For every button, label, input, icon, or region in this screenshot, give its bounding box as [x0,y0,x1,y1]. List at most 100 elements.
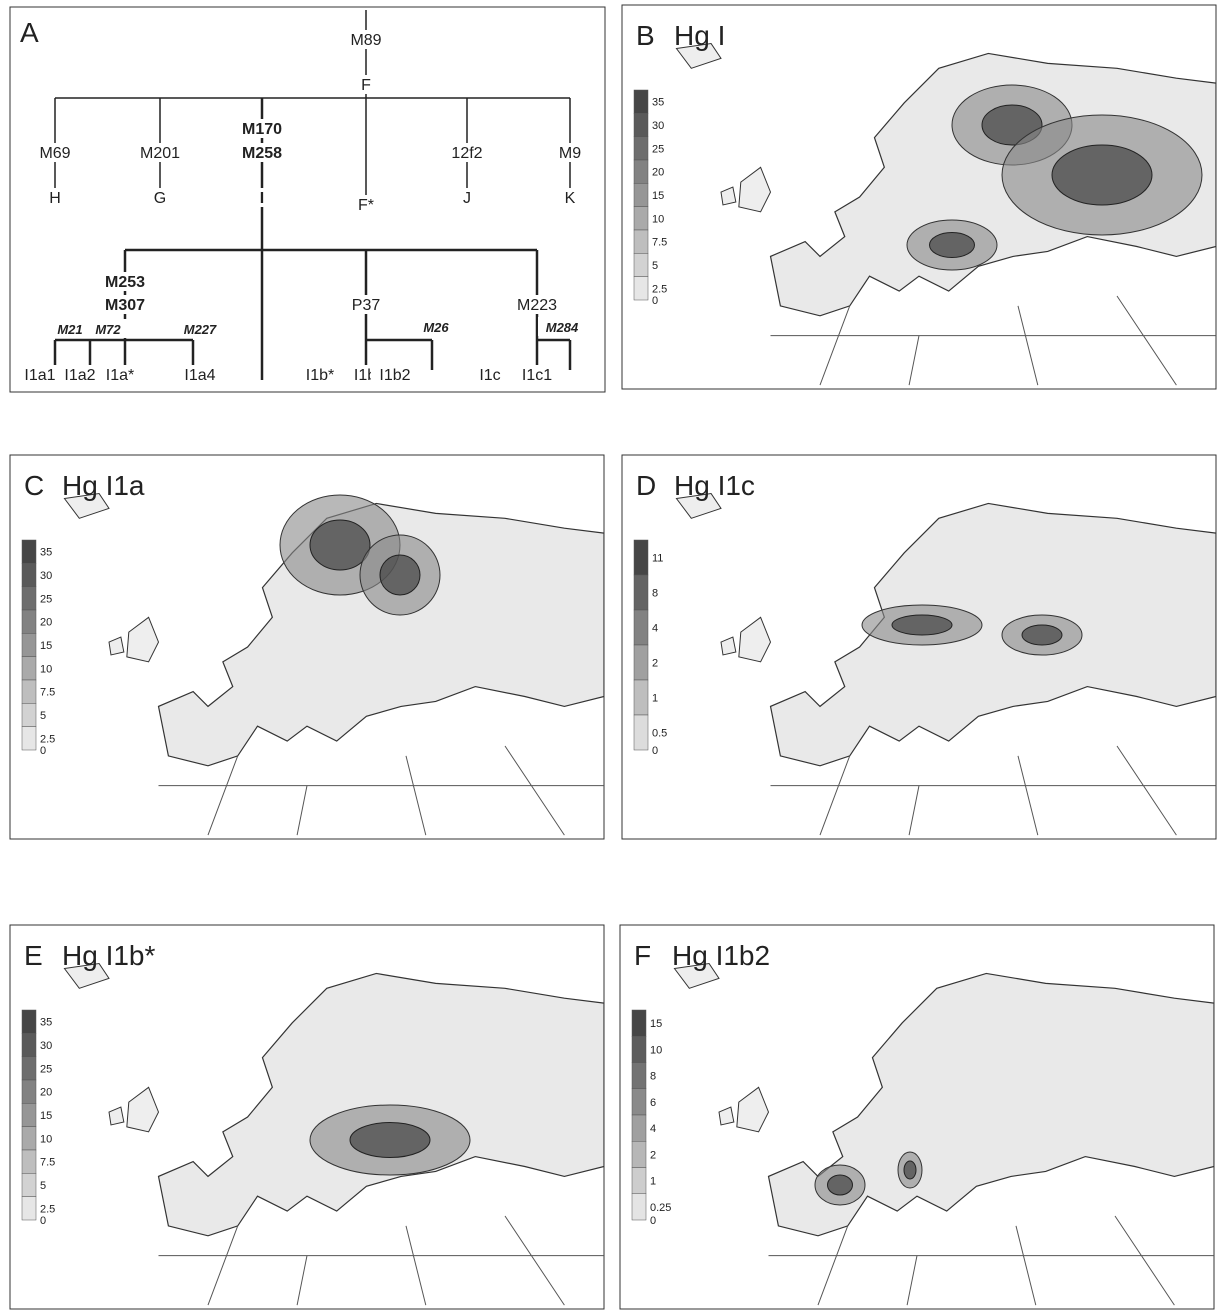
tree-node-label: 12f2 [451,145,482,162]
legend-label: 0.5 [652,728,667,740]
tree-node-label: I1b2 [379,367,410,384]
panel-label: D [636,470,656,501]
legend-swatch [634,540,648,575]
legend-label: 2.5 [40,733,55,745]
tree-node-label: J [463,190,471,207]
legend-swatch [634,253,648,276]
legend-swatch [634,610,648,645]
map-title: Hg I1c [674,470,755,501]
legend-swatch [22,540,36,563]
tree-node-label: I1c1 [522,367,552,384]
tree-node-label: M9 [559,145,581,162]
legend-label: 5 [40,1180,46,1192]
legend-label: 2 [652,658,658,670]
legend-swatch [632,1194,646,1220]
frequency-contour [904,1161,916,1179]
legend-label: 0 [652,295,658,307]
legend-swatch [22,703,36,726]
legend-label: 11 [652,553,663,565]
legend-swatch [22,1127,36,1150]
legend-label: 30 [40,570,52,582]
tree-node-label: I1a* [106,367,134,384]
legend-label: 8 [652,588,658,600]
legend-label: 1 [652,693,658,705]
legend-label: 2.5 [652,283,667,295]
legend-swatch [22,610,36,633]
map-title: Hg I1b* [62,940,155,971]
legend-swatch [634,715,648,750]
legend-swatch [634,160,648,183]
legend-label: 1 [650,1176,656,1188]
legend-swatch [634,645,648,680]
tree-node-label: F [361,77,371,94]
legend-swatch [22,1173,36,1196]
tree-node-label: I1a1 [24,367,55,384]
legend-swatch [634,113,648,136]
legend-label: 8 [650,1071,656,1083]
legend-label: 35 [40,1017,52,1029]
legend-label: 35 [652,97,664,109]
legend-swatch [634,207,648,230]
legend-swatch [632,1063,646,1089]
map-panel: BHg I3530252015107.552.50 [622,5,1216,389]
tree-node-label: M170 [242,121,282,138]
legend-swatch [632,1168,646,1194]
legend-swatch [22,1103,36,1126]
tree-node-label: P37 [352,297,381,314]
legend-label: 5 [652,260,658,272]
legend-swatch [22,563,36,586]
frequency-contour [1022,625,1062,645]
panel-label: B [636,20,655,51]
panel-label: F [634,940,651,971]
legend-label: 10 [40,663,52,675]
frequency-contour [828,1175,853,1195]
legend-swatch [634,680,648,715]
tree-node-label: I1a2 [64,367,95,384]
legend-swatch [632,1141,646,1167]
legend-label: 30 [40,1040,52,1052]
tree-node-label: K [565,190,576,207]
legend-label: 0 [40,745,46,757]
legend-swatch [632,1036,646,1062]
legend-swatch [22,633,36,656]
tree-node-label: I1a4 [184,367,215,384]
legend-label: 6 [650,1097,656,1109]
tree-node-label: G [154,190,166,207]
legend-swatch [634,277,648,300]
legend-swatch [22,680,36,703]
legend-label: 10 [650,1044,662,1056]
legend-label: 15 [40,1110,52,1122]
legend-swatch [22,1197,36,1220]
legend-label: 10 [652,213,664,225]
frequency-contour [350,1123,430,1158]
map-title: Hg I1b2 [672,940,770,971]
panel-label: C [24,470,44,501]
legend-label: 7.5 [652,237,667,249]
figure: A M89FM69HM201GM170M258IF*12f2JM9KM253M3… [0,0,1222,1310]
tree-node-label: M26 [423,320,449,335]
legend-label: 25 [652,143,664,155]
tree-node-label: M72 [95,322,121,337]
legend-swatch [22,1080,36,1103]
legend-label: 15 [40,640,52,652]
legend-label: 15 [650,1018,662,1030]
legend-label: 0 [40,1215,46,1227]
legend-label: 25 [40,593,52,605]
tree-node-label: I1b* [306,367,334,384]
legend-label: 15 [652,190,664,202]
legend-label: 10 [40,1133,52,1145]
frequency-contour [380,555,420,595]
legend-swatch [634,575,648,610]
legend-swatch [22,657,36,680]
frequency-contour [930,233,975,258]
legend-label: 2 [650,1149,656,1161]
legend-label: 7.5 [40,687,55,699]
tree-node-label: M21 [57,322,82,337]
panel-label: E [24,940,43,971]
tree-node-label: M69 [39,145,70,162]
legend-label: 4 [652,623,658,635]
legend-swatch [22,727,36,750]
legend-label: 2.5 [40,1203,55,1215]
frequency-contour [1052,145,1152,205]
